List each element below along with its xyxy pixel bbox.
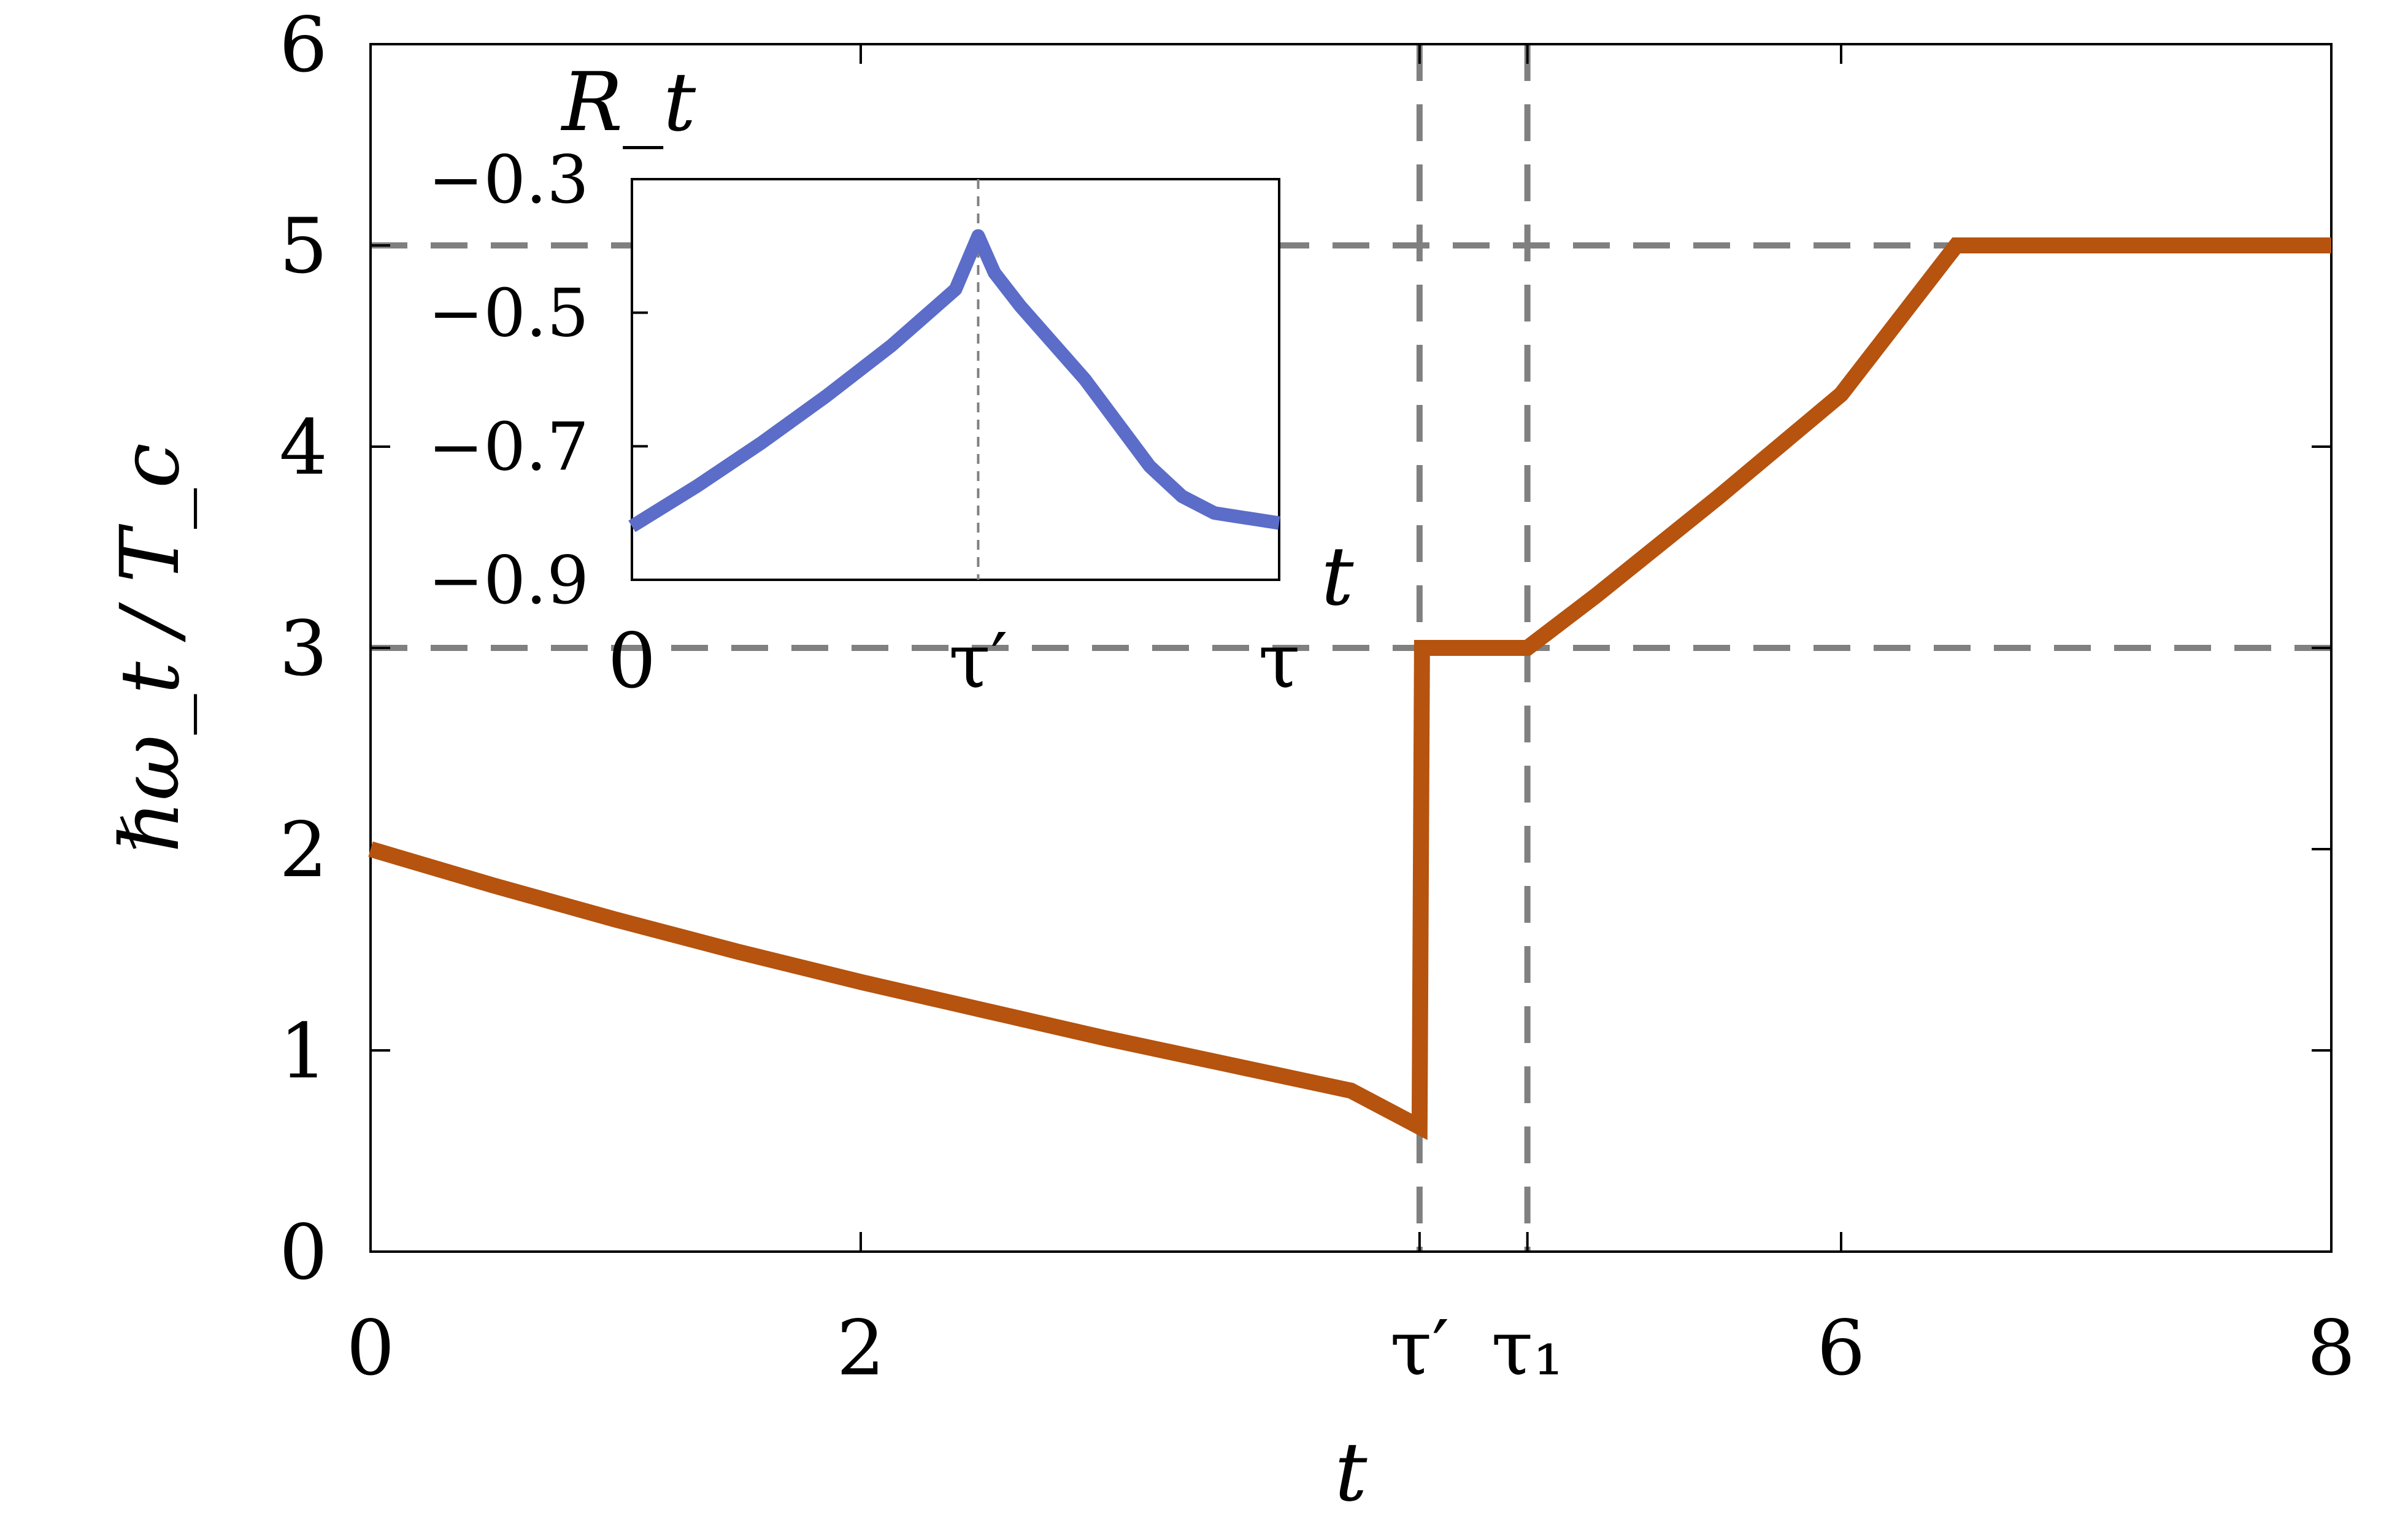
x-tick-label-0: 0 [347, 1304, 395, 1393]
y-tick-label-3: 3 [279, 605, 328, 693]
y-tick-label-4: 4 [279, 404, 328, 492]
x-axis-label: t [1334, 1425, 1367, 1520]
inset-y-tick-label-1: −0.5 [428, 275, 589, 352]
inset-frame [631, 178, 1280, 581]
inset-series-line-0 [628, 229, 1280, 533]
inset-x-tick-label-2: τ [1258, 617, 1301, 706]
inset-y-axis-label: R_t [561, 55, 696, 150]
inset-y-tick-label-0: −0.3 [428, 142, 589, 218]
x-tick-label-1: 2 [837, 1304, 885, 1393]
y-tick-label-2: 2 [279, 806, 328, 895]
y-axis-label: ℏω_t / T_c [103, 443, 198, 853]
inset-x-tick-label-1: τ′ [948, 617, 1008, 706]
x-tick-label-5: 8 [2307, 1304, 2356, 1393]
x-tick-label-3: τ₁ [1491, 1304, 1563, 1393]
inset-x-axis-label: t [1321, 529, 1354, 624]
inset-y-tick-label-3: −0.9 [428, 542, 589, 619]
y-tick-label-1: 1 [279, 1007, 328, 1096]
x-tick-label-2: τ′ [1390, 1304, 1449, 1393]
inset-plot: 0 τ′ τ −0.3 −0.5 −0.7 −0.9 R_tt [428, 55, 1355, 706]
y-tick-label-6: 6 [279, 1, 328, 90]
y-tick-label-5: 5 [279, 202, 328, 291]
series-line-0 [368, 237, 2331, 1141]
inset-y-tick-label-2: −0.7 [428, 409, 589, 485]
main-plot: 0 2 τ′ τ₁ 6 8 0 1 2 3 4 5 6 t ℏω_t / T_c [103, 1, 2355, 1520]
x-tick-label-4: 6 [1817, 1304, 1866, 1393]
y-tick-label-0: 0 [279, 1209, 328, 1297]
inset-x-tick-label-0: 0 [608, 617, 656, 706]
